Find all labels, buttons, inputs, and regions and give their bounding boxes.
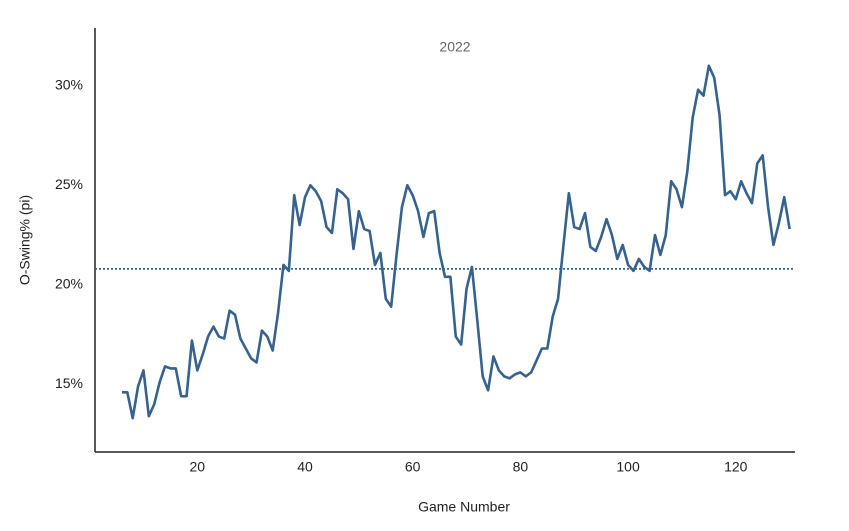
y-axis-label: O-Swing% (pi) (17, 195, 33, 285)
x-tick-label: 40 (297, 459, 313, 475)
x-axis-label: Game Number (418, 499, 510, 515)
y-tick-label: 30% (55, 76, 83, 92)
y-tick-label: 15% (55, 375, 83, 391)
x-tick-label: 20 (190, 459, 206, 475)
x-tick-label: 120 (724, 459, 748, 475)
x-tick-label: 80 (513, 459, 529, 475)
x-tick-label: 60 (405, 459, 421, 475)
y-tick-label: 20% (55, 275, 83, 291)
chart-title: 2022 (439, 39, 470, 55)
data-line (121, 64, 791, 420)
x-tick-label: 100 (616, 459, 640, 475)
y-tick-label: 25% (55, 176, 83, 192)
